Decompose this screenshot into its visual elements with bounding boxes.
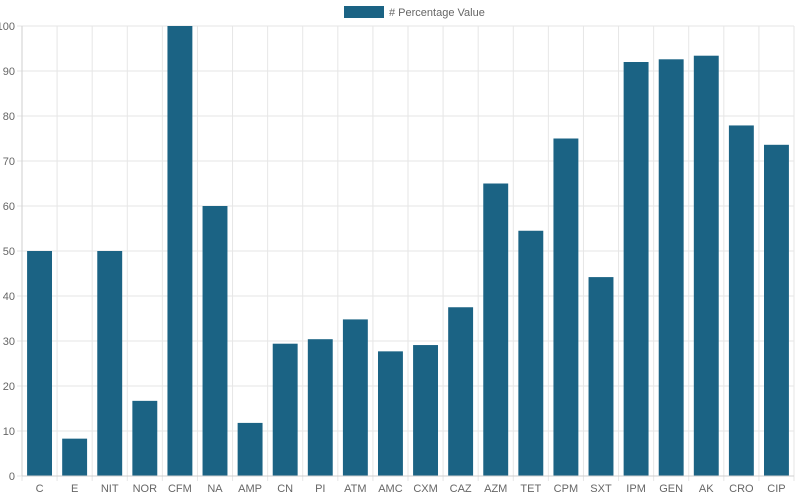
y-tick-label: 60 xyxy=(3,201,15,213)
bar[interactable] xyxy=(202,206,228,476)
x-tick-label: NA xyxy=(207,483,223,495)
bar[interactable] xyxy=(658,59,684,477)
bar[interactable] xyxy=(132,400,158,476)
bar[interactable] xyxy=(342,319,368,476)
bar[interactable] xyxy=(272,343,298,476)
bar[interactable] xyxy=(518,230,544,476)
x-tick-label: GEN xyxy=(659,483,683,495)
bar[interactable] xyxy=(693,55,719,476)
x-tick-label: CN xyxy=(277,483,293,495)
y-tick-label: 90 xyxy=(3,66,15,78)
legend-swatch xyxy=(344,6,384,18)
x-tick-label: CIP xyxy=(767,483,785,495)
x-tick-label: ATM xyxy=(344,483,366,495)
y-tick-label: 20 xyxy=(3,381,15,393)
x-tick-label: AZM xyxy=(484,483,507,495)
axes xyxy=(21,26,794,477)
bar[interactable] xyxy=(237,422,263,476)
y-tick-labels: 0 10 20 30 40 50 60 70 80 90 100 xyxy=(0,21,15,483)
y-tick-label: 10 xyxy=(3,426,15,438)
x-tick-label: NOR xyxy=(133,483,158,495)
legend-label: # Percentage Value xyxy=(389,7,485,19)
x-tick-label: NIT xyxy=(101,483,119,495)
x-tick-label: CAZ xyxy=(450,483,472,495)
legend[interactable]: # Percentage Value xyxy=(344,6,485,19)
x-tick-label: AMC xyxy=(378,483,403,495)
x-tick-label: PI xyxy=(315,483,325,495)
x-tick-label: CRO xyxy=(729,483,754,495)
x-tick-label: TET xyxy=(520,483,541,495)
bar[interactable] xyxy=(97,251,123,476)
y-tick-label: 0 xyxy=(9,471,15,483)
x-tick-label: AMP xyxy=(238,483,262,495)
bar[interactable] xyxy=(483,183,509,477)
bar[interactable] xyxy=(413,345,439,476)
bar[interactable] xyxy=(448,307,474,476)
bar[interactable] xyxy=(377,351,403,476)
x-tick-label: CXM xyxy=(413,483,437,495)
bar[interactable] xyxy=(623,62,649,476)
x-tick-label: AK xyxy=(699,483,714,495)
x-tick-label: E xyxy=(71,483,78,495)
bar[interactable] xyxy=(62,438,88,476)
y-tick-label: 100 xyxy=(0,21,15,33)
x-tick-label: CFM xyxy=(168,483,192,495)
x-tick-label: C xyxy=(36,483,44,495)
x-tick-label: SXT xyxy=(590,483,612,495)
x-tick-labels: C E NIT NOR CFM NA AMP CN PI ATM AMC CXM CAZ AZM TET CP… xyxy=(36,483,786,495)
bars xyxy=(27,26,789,477)
y-tick-label: 30 xyxy=(3,336,15,348)
x-tick-label: IPM xyxy=(626,483,646,495)
y-tick-label: 50 xyxy=(3,246,15,258)
bar[interactable] xyxy=(27,251,53,476)
x-tick-label: CPM xyxy=(554,483,578,495)
bar[interactable] xyxy=(728,125,754,476)
bar[interactable] xyxy=(763,144,789,477)
bar[interactable] xyxy=(307,339,333,476)
y-tick-label: 80 xyxy=(3,111,15,123)
bar[interactable] xyxy=(167,26,193,476)
y-tick-label: 70 xyxy=(3,156,15,168)
bar[interactable] xyxy=(553,138,579,477)
y-tick-label: 40 xyxy=(3,291,15,303)
bar[interactable] xyxy=(588,277,614,476)
